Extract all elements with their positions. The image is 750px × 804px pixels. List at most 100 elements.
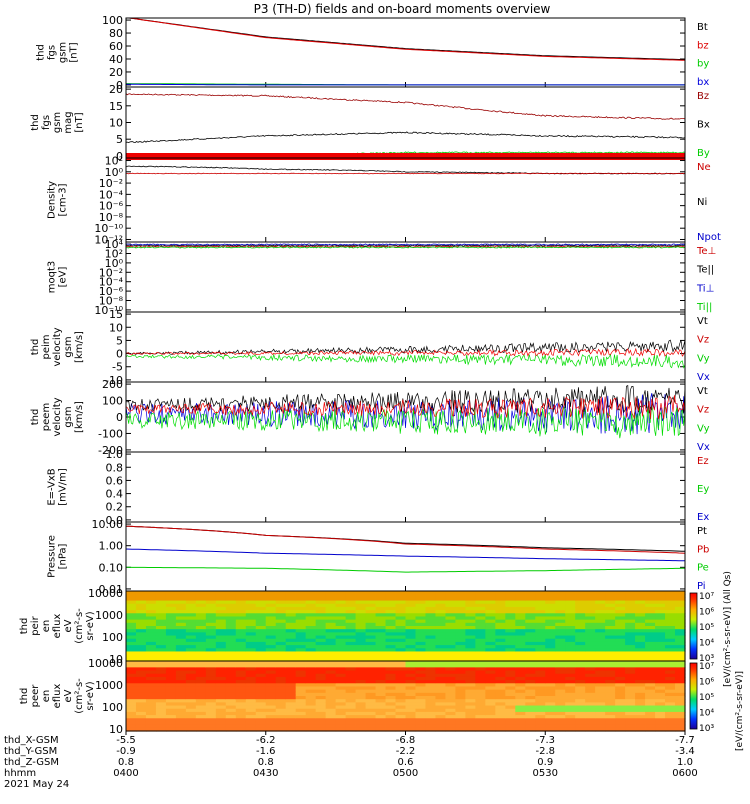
spectrogram-cell [395, 689, 407, 694]
spectrogram-cell [285, 619, 297, 624]
spectrogram-cell [645, 654, 656, 659]
spectrogram-cell [435, 667, 447, 672]
spectrogram-cell [365, 594, 377, 598]
y-tick-label: 0.0 [106, 514, 124, 527]
spectrogram-cell [415, 715, 427, 719]
spectrogram-cell [225, 645, 237, 649]
spectrogram-cell [645, 661, 656, 665]
spectrogram-cell [355, 606, 367, 611]
spectrogram-cell [605, 606, 616, 611]
spectrogram-cell [185, 610, 197, 614]
spectrogram-cell [345, 667, 357, 672]
spectrogram-cell [405, 692, 417, 697]
spectrogram-cell [555, 715, 566, 719]
spectrogram-cell [425, 711, 437, 716]
spectrogram-cell [635, 661, 646, 665]
spectrogram-cell [175, 635, 187, 640]
spectrogram-cell [126, 629, 137, 633]
y-tick-label: 10⁻⁶ [99, 200, 124, 213]
spectrogram-cell [145, 632, 157, 637]
spectrogram-cell [675, 696, 686, 700]
spectrogram-cell [415, 699, 427, 703]
spectrogram-cell [335, 692, 347, 697]
spectrogram-cell [305, 680, 317, 684]
spectrogram-cell [395, 661, 407, 665]
spectrogram-cell [215, 651, 227, 656]
spectrogram-cell [465, 702, 476, 707]
spectrogram-cell [495, 591, 506, 595]
spectrogram-cell [535, 715, 546, 719]
spectrogram-cell [295, 718, 307, 723]
spectrogram-cell [405, 594, 417, 598]
spectrogram-cell [515, 651, 526, 656]
spectrogram-cell [585, 711, 596, 716]
spectrogram-cell [505, 619, 516, 624]
spectrogram-cell [205, 632, 217, 637]
spectrogram-cell [675, 705, 686, 710]
legend-entry: Vy [697, 353, 710, 364]
spectrogram-cell [365, 692, 377, 697]
spectrogram-cell [365, 680, 377, 684]
spectrogram-cell [495, 667, 506, 672]
spectrogram-cell [665, 673, 676, 678]
spectrogram-cell [175, 670, 187, 675]
spectrogram-cell [385, 705, 397, 710]
spectrogram-cell [555, 600, 566, 605]
spectrogram-cell [275, 724, 287, 729]
spectrogram-cell [645, 613, 656, 618]
spectrogram-cell [615, 715, 626, 719]
spectrogram-cell [255, 711, 267, 716]
spectrogram-cell [555, 619, 566, 624]
spectrogram-cell [675, 661, 686, 665]
spectrogram-cell [675, 591, 686, 595]
spectrogram-cell [265, 683, 277, 688]
spectrogram-cell [345, 680, 357, 684]
spectrogram-cell [325, 626, 337, 630]
spectrogram-cell [345, 654, 357, 659]
y-tick-label: 1.00 [99, 540, 124, 553]
spectrogram-cell [195, 673, 207, 678]
spectrogram-cell [645, 692, 656, 697]
y-label-line: moqt3 [47, 261, 58, 294]
spectrogram-cell [245, 622, 257, 627]
spectrogram-cell [365, 597, 377, 602]
spectrogram-cell [595, 721, 606, 726]
ephemeris-value: -2.8 [535, 746, 555, 757]
spectrogram-cell [495, 664, 506, 668]
spectrogram-cell [265, 724, 277, 729]
spectrogram-cell [205, 597, 217, 602]
spectrogram-cell [185, 727, 197, 732]
spectrogram-cell [585, 648, 596, 653]
spectrogram-cell [675, 657, 686, 662]
spectrogram-cell [605, 613, 616, 618]
spectrogram-cell [435, 670, 447, 675]
spectrogram-cell [275, 613, 287, 618]
spectrogram-cell [405, 689, 417, 694]
spectrogram-cell [495, 638, 506, 643]
spectrogram-cell [485, 638, 496, 643]
spectrogram-cell [475, 616, 486, 621]
colorbar-tick-label: 10⁶ [699, 608, 714, 618]
panel-frame-top [125, 451, 686, 523]
spectrogram-cell [635, 648, 646, 653]
spectrogram-cell [615, 705, 626, 710]
spectrogram-cell [615, 645, 626, 649]
spectrogram-cell [355, 635, 367, 640]
spectrogram-cell [145, 708, 157, 713]
spectrogram-cell [265, 626, 277, 630]
spectrogram-cell [225, 676, 237, 681]
spectrogram-cell [385, 661, 397, 665]
spectrogram-cell [126, 641, 137, 646]
spectrogram-cell [675, 632, 686, 637]
spectrogram-cell [665, 705, 676, 710]
panel-peer_en_eflux: thdpeerenefluxeV(cm²-s-sr-eV)10000100010… [19, 657, 714, 736]
spectrogram-cell [575, 619, 586, 624]
spectrogram-cell [505, 715, 516, 719]
spectrogram-cell [275, 711, 287, 716]
spectrogram-cell [295, 711, 307, 716]
spectrogram-cell [615, 648, 626, 653]
spectrogram-cell [645, 676, 656, 681]
spectrogram-cell [255, 702, 267, 707]
spectrogram-cell [675, 689, 686, 694]
